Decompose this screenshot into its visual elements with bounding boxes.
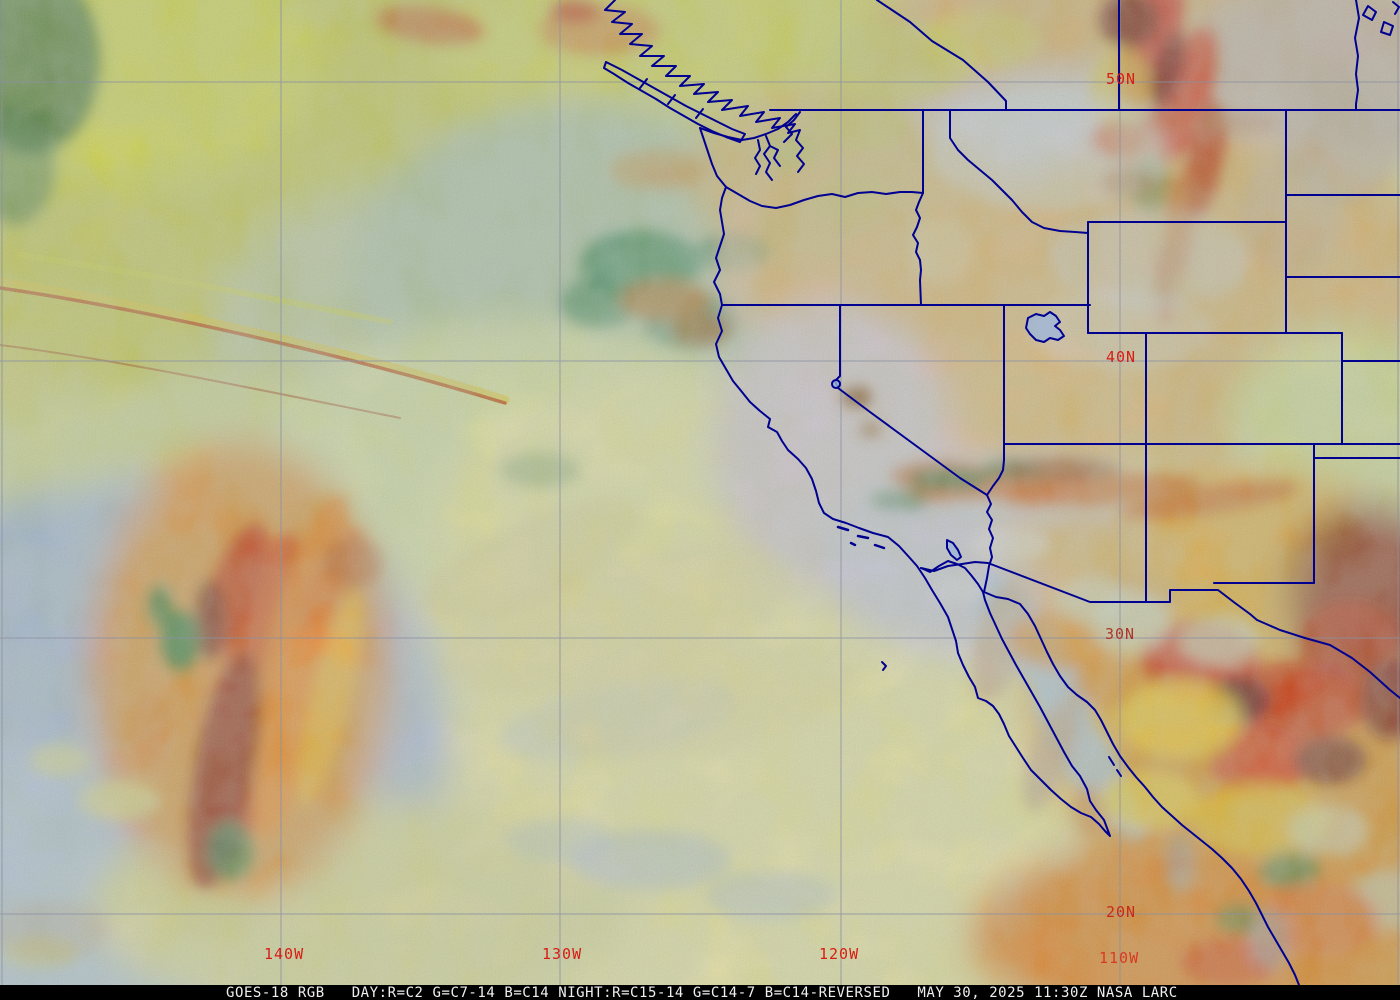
id-mt-border xyxy=(949,109,1089,234)
guadalupe-island xyxy=(881,661,887,671)
saskatchewan-manitoba-border xyxy=(1354,0,1360,111)
nv-az-border xyxy=(986,443,1005,496)
info-bar: GOES-18 RGB DAY:R=C2 G=C7-14 B=C14 NIGHT… xyxy=(0,985,1400,1000)
or-id-border xyxy=(912,192,924,306)
great-salt-lake xyxy=(1025,311,1065,343)
lake-tahoe xyxy=(831,379,841,389)
salton-sea xyxy=(946,539,962,561)
channel-islands xyxy=(836,525,886,550)
pacific-coastline xyxy=(699,127,1111,837)
vancouver-island xyxy=(603,61,746,143)
gulf-islands xyxy=(1108,756,1122,777)
mexico-mainland-coastline xyxy=(983,591,1300,985)
bc-alberta-border xyxy=(876,0,1007,111)
info-bar-text: GOES-18 RGB DAY:R=C2 G=C7-14 B=C14 NIGHT… xyxy=(226,985,1178,1000)
canada-lakes xyxy=(1362,1,1400,36)
map-borders xyxy=(603,0,1400,985)
us-mexico-border xyxy=(920,561,1400,699)
puget-sound xyxy=(699,111,801,181)
wa-or-border xyxy=(725,186,924,209)
